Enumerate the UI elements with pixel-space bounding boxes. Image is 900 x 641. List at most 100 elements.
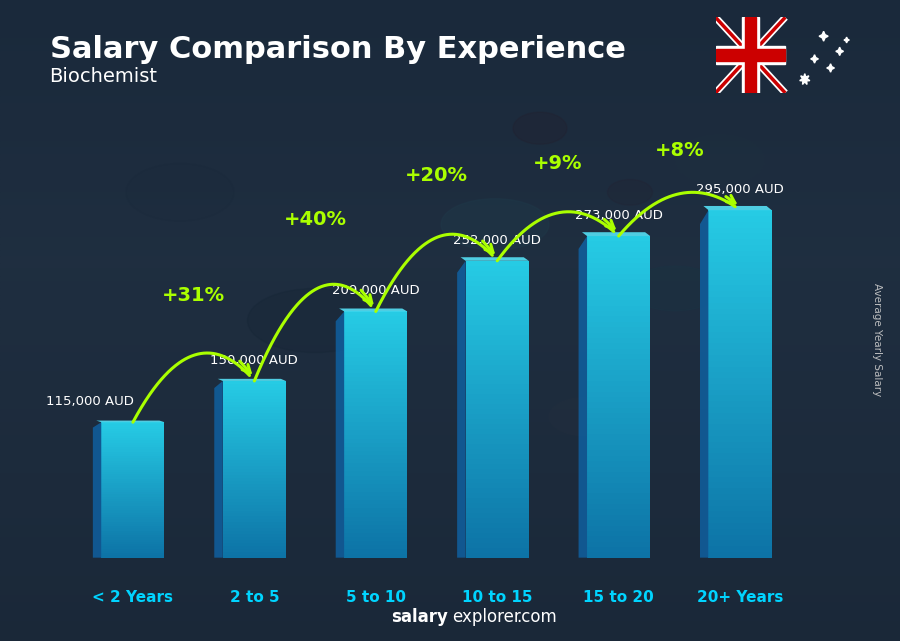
Bar bbox=[0, 38, 900, 45]
Bar bbox=[465, 498, 529, 503]
Bar bbox=[587, 365, 650, 370]
Bar bbox=[344, 361, 408, 365]
Bar bbox=[223, 522, 286, 525]
Bar bbox=[0, 96, 900, 103]
Bar bbox=[587, 537, 650, 542]
Bar bbox=[465, 439, 529, 444]
Bar bbox=[223, 510, 286, 513]
Bar bbox=[587, 274, 650, 279]
Polygon shape bbox=[819, 31, 828, 41]
Bar bbox=[344, 410, 408, 414]
Bar bbox=[102, 472, 165, 474]
Bar bbox=[0, 256, 900, 263]
Bar bbox=[0, 179, 900, 186]
Bar bbox=[0, 391, 900, 397]
Bar bbox=[708, 216, 771, 222]
Bar bbox=[0, 397, 900, 404]
Bar bbox=[0, 154, 900, 160]
Bar bbox=[587, 344, 650, 349]
Bar bbox=[465, 335, 529, 340]
Bar bbox=[223, 410, 286, 413]
Bar bbox=[344, 414, 408, 418]
Bar bbox=[0, 320, 900, 327]
Bar bbox=[0, 577, 900, 583]
Bar bbox=[223, 390, 286, 393]
Bar bbox=[465, 494, 529, 498]
Bar bbox=[223, 478, 286, 481]
Bar bbox=[344, 344, 408, 349]
Bar bbox=[0, 340, 900, 346]
Bar bbox=[0, 526, 900, 532]
Polygon shape bbox=[582, 232, 650, 236]
Bar bbox=[708, 279, 771, 285]
Bar bbox=[0, 103, 900, 109]
Bar bbox=[102, 499, 165, 501]
Bar bbox=[708, 314, 771, 320]
Bar bbox=[344, 549, 408, 554]
Bar bbox=[344, 472, 408, 476]
Text: +31%: +31% bbox=[162, 286, 225, 304]
Bar bbox=[587, 349, 650, 354]
Bar bbox=[708, 535, 771, 540]
Bar bbox=[708, 228, 771, 233]
Bar bbox=[0, 173, 900, 179]
Bar bbox=[0, 218, 900, 224]
Bar bbox=[465, 434, 529, 439]
Bar bbox=[102, 485, 165, 488]
Bar bbox=[0, 269, 900, 276]
Bar bbox=[0, 372, 900, 378]
Bar bbox=[223, 393, 286, 395]
Bar bbox=[587, 317, 650, 322]
Bar bbox=[223, 463, 286, 467]
Bar bbox=[223, 440, 286, 443]
Bar bbox=[102, 488, 165, 490]
Bar bbox=[0, 301, 900, 308]
Bar bbox=[344, 467, 408, 472]
Bar bbox=[0, 147, 900, 154]
Bar bbox=[587, 306, 650, 311]
Bar bbox=[0, 205, 900, 212]
Bar bbox=[344, 397, 408, 402]
Bar bbox=[587, 445, 650, 451]
Bar bbox=[0, 410, 900, 417]
Bar bbox=[465, 385, 529, 390]
Bar bbox=[102, 440, 165, 442]
Bar bbox=[102, 458, 165, 461]
Bar bbox=[102, 537, 165, 540]
Bar bbox=[0, 404, 900, 410]
Bar bbox=[708, 424, 771, 430]
Bar bbox=[587, 268, 650, 274]
Bar bbox=[708, 222, 771, 228]
Bar bbox=[465, 390, 529, 394]
Bar bbox=[708, 407, 771, 413]
Bar bbox=[102, 456, 165, 458]
Bar bbox=[223, 431, 286, 434]
Bar bbox=[223, 467, 286, 469]
Bar bbox=[708, 297, 771, 303]
Bar bbox=[0, 583, 900, 590]
Bar bbox=[102, 553, 165, 555]
Bar bbox=[587, 494, 650, 499]
Bar bbox=[708, 470, 771, 476]
Ellipse shape bbox=[549, 397, 621, 436]
Bar bbox=[344, 332, 408, 336]
Bar bbox=[0, 122, 900, 128]
Bar bbox=[587, 402, 650, 408]
Bar bbox=[0, 353, 900, 359]
Bar bbox=[587, 236, 650, 242]
Bar bbox=[465, 444, 529, 449]
Bar bbox=[223, 408, 286, 410]
Bar bbox=[223, 508, 286, 510]
Bar bbox=[587, 531, 650, 537]
Bar bbox=[344, 525, 408, 529]
Bar bbox=[465, 548, 529, 553]
Bar bbox=[0, 224, 900, 231]
Bar bbox=[0, 276, 900, 282]
Bar bbox=[223, 452, 286, 454]
Bar bbox=[708, 488, 771, 494]
Bar bbox=[465, 543, 529, 548]
Bar bbox=[344, 529, 408, 533]
Bar bbox=[0, 192, 900, 199]
Bar bbox=[587, 376, 650, 381]
Bar bbox=[465, 463, 529, 469]
